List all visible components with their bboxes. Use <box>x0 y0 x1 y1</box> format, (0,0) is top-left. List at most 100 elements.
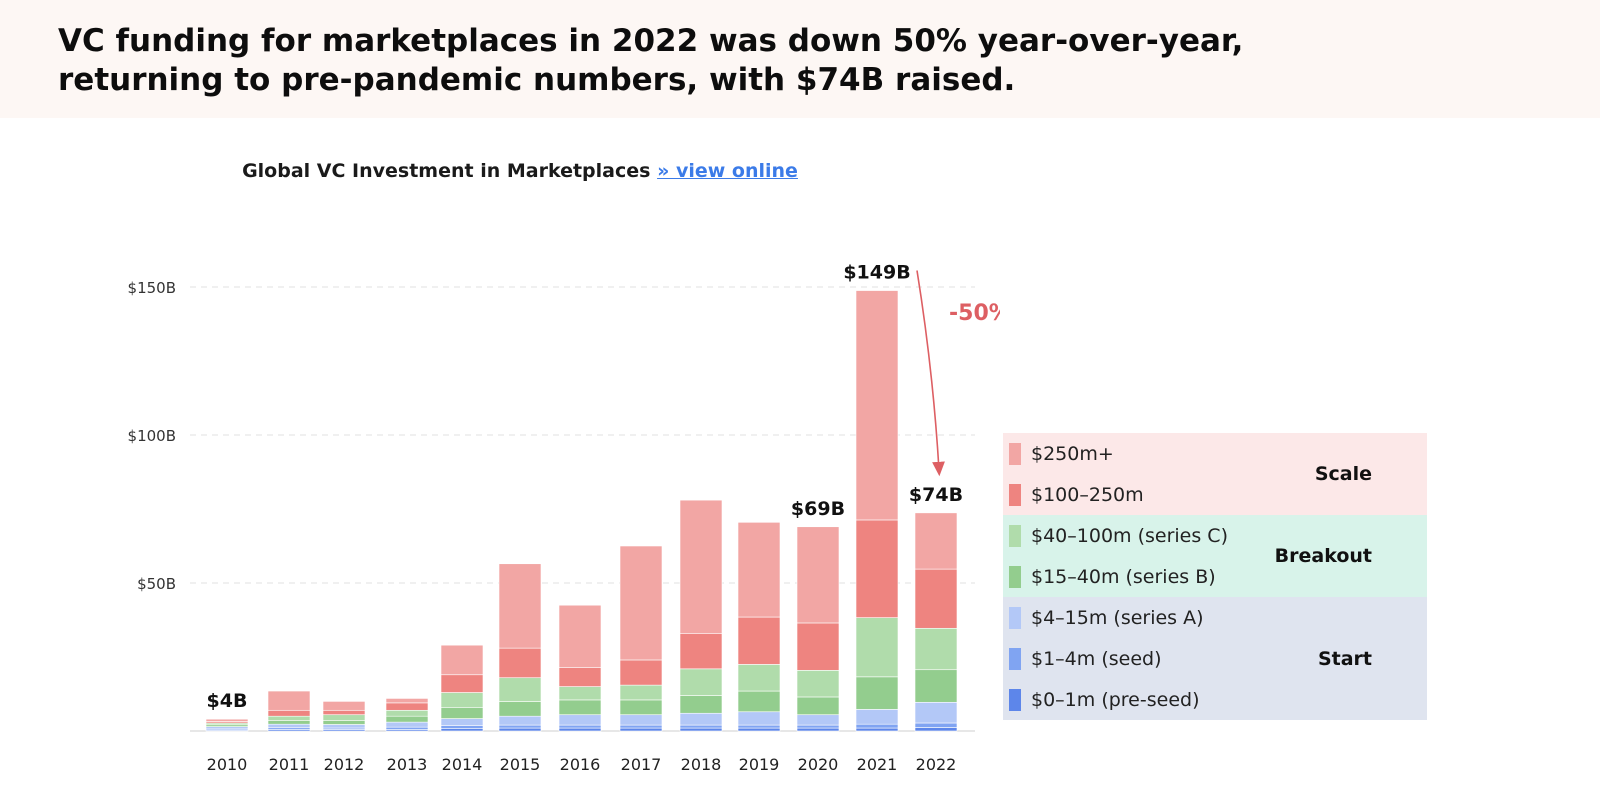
bar-segment <box>914 568 958 629</box>
legend-group-name: Scale <box>1314 463 1372 485</box>
legend-group-scale: $250m+ $100–250m Scale <box>1003 433 1427 515</box>
bar-segment <box>796 670 840 698</box>
bar-segment <box>205 718 249 722</box>
bar-segment <box>385 726 429 730</box>
bar-segment <box>267 720 311 725</box>
bar-segment <box>558 686 602 701</box>
total-label: $149B <box>843 262 910 284</box>
legend-label: $40–100m (series C) <box>1031 524 1228 547</box>
bar-segment <box>558 699 602 716</box>
bar-segment <box>498 701 542 717</box>
bar-segment <box>440 644 484 676</box>
bar-2020 <box>796 526 840 732</box>
legend-item: $250m+ <box>1003 433 1427 474</box>
bar-segment <box>679 499 723 634</box>
bar-segment <box>498 724 542 729</box>
bar-segment <box>619 727 663 732</box>
x-tick-label: 2016 <box>560 755 601 774</box>
x-axis: 2010 2011 2012 2013 2014 2015 2016 2017 2018 2019… <box>207 755 957 774</box>
bar-segment <box>914 701 958 724</box>
legend-label: $250m+ <box>1031 442 1114 465</box>
bar-segment <box>498 727 542 732</box>
x-tick-label: 2010 <box>207 755 248 774</box>
total-label: $4B <box>207 690 248 712</box>
x-tick-label: 2012 <box>324 755 365 774</box>
bar-segment <box>679 712 723 726</box>
legend-label: $1–4m (seed) <box>1031 647 1162 670</box>
bar-segment <box>855 519 899 618</box>
legend-swatch <box>1009 442 1021 465</box>
legend-label: $15–40m (series B) <box>1031 565 1216 588</box>
bar-segment <box>440 692 484 708</box>
legend-group-start: $4–15m (series A) $1–4m (seed) $0–1m (pre-… <box>1003 597 1427 720</box>
total-label: $69B <box>791 498 845 520</box>
y-axis: $50B $100B $150B <box>128 279 176 593</box>
bar-segment <box>385 715 429 723</box>
bar-segment <box>914 669 958 703</box>
legend-group-breakout: $40–100m (series C) $15–40m (series B) Bre… <box>1003 515 1427 597</box>
bar-segment <box>440 674 484 693</box>
annotations: $4B $69B $149B $74B -50% <box>207 262 1000 713</box>
chart-title-text: Global VC Investment in Marketplaces <box>242 160 651 182</box>
bar-segment <box>737 664 781 692</box>
bar-segment <box>679 633 723 670</box>
x-tick-label: 2014 <box>442 755 483 774</box>
legend-item: $0–1m (pre-seed) <box>1003 679 1427 720</box>
bar-segment <box>796 724 840 729</box>
bar-segment <box>796 696 840 716</box>
bar-segment <box>855 617 899 678</box>
x-tick-label: 2018 <box>681 755 722 774</box>
headline: VC funding for marketplaces in 2022 was … <box>58 23 1244 98</box>
bar-segment <box>914 722 958 728</box>
bar-segment <box>322 714 366 721</box>
bar-segment <box>914 727 958 732</box>
legend-swatch <box>1009 524 1021 547</box>
bar-segment <box>914 512 958 570</box>
bar-segment <box>498 715 542 726</box>
bar-segment <box>558 714 602 726</box>
bar-2016 <box>558 604 602 732</box>
legend-group-name: Breakout <box>1274 545 1372 567</box>
bar-segment <box>385 721 429 728</box>
bar-segment <box>440 707 484 719</box>
bar-segment <box>796 727 840 732</box>
bar-segment <box>737 724 781 729</box>
legend-group-name: Start <box>1317 647 1372 670</box>
bar-segment <box>619 699 663 716</box>
legend-item: $15–40m (series B) <box>1003 556 1427 597</box>
bar-segment <box>737 711 781 726</box>
bar-2019 <box>737 522 781 732</box>
y-tick-label: $50B <box>137 575 176 593</box>
bar-segment <box>619 684 663 701</box>
bar-segment <box>322 724 366 729</box>
bar-segment <box>796 526 840 624</box>
x-tick-label: 2011 <box>269 755 310 774</box>
y-tick-label: $100B <box>128 427 176 445</box>
decline-label: -50% <box>949 301 1000 326</box>
total-label: $74B <box>909 484 963 506</box>
bar-segment <box>619 724 663 729</box>
stacked-bar-chart: 2010 2011 2012 2013 2014 2015 2016 2017 2018 2019… <box>128 262 1000 774</box>
legend-item: $100–250m <box>1003 474 1427 515</box>
bar-segment <box>267 723 311 729</box>
bar-segment <box>322 701 366 711</box>
legend-swatch <box>1009 688 1021 711</box>
legend-swatch <box>1009 565 1021 588</box>
bar-segment <box>205 726 249 730</box>
bar-segment <box>440 728 484 732</box>
bar-segment <box>558 604 602 668</box>
legend-label: $0–1m (pre-seed) <box>1031 688 1200 711</box>
view-online-link[interactable]: » view online <box>657 160 798 182</box>
x-tick-label: 2020 <box>798 755 839 774</box>
bar-2013 <box>385 698 429 732</box>
bar-2014 <box>440 644 484 732</box>
bar-segment <box>855 676 899 710</box>
bar-2011 <box>267 690 311 732</box>
legend: $250m+ $100–250m Scale $40–100m (series C) $… <box>1003 433 1427 720</box>
bar-segment <box>737 690 781 713</box>
headline-band: VC funding for marketplaces in 2022 was … <box>0 0 1600 118</box>
bar-2017 <box>619 545 663 732</box>
legend-item: $1–4m (seed) <box>1003 638 1427 679</box>
legend-swatch <box>1009 483 1021 506</box>
bar-segment <box>679 668 723 696</box>
